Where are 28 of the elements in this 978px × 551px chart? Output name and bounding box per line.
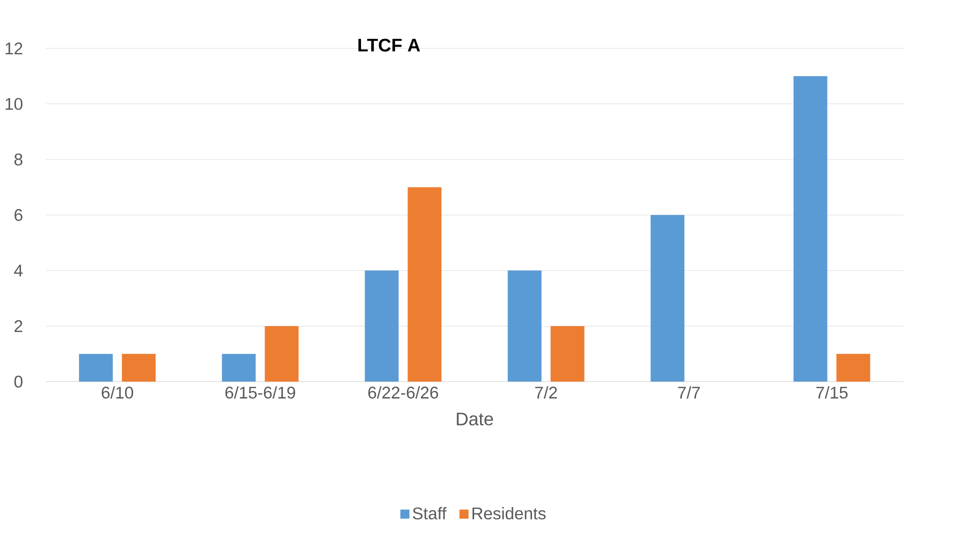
x-tick-label: 6/10 xyxy=(102,386,134,399)
y-tick-label: 10 xyxy=(6,98,22,110)
bar xyxy=(550,326,584,382)
bar xyxy=(79,354,113,382)
x-axis-title: Date xyxy=(456,412,494,426)
y-tick-label: 4 xyxy=(14,264,23,277)
chart-title: LTCF A xyxy=(358,38,420,52)
bar xyxy=(364,270,399,382)
legend-label: Staff xyxy=(412,507,447,520)
y-tick-label: 0 xyxy=(14,376,22,388)
x-tick-label: 6/15-6/19 xyxy=(225,386,296,399)
y-tick-label: 8 xyxy=(14,154,22,166)
x-tick-label: 7/15 xyxy=(816,386,848,399)
x-tick-label: 7/2 xyxy=(535,386,557,399)
bar xyxy=(264,326,299,382)
bar xyxy=(794,76,828,382)
bar xyxy=(650,215,684,382)
y-tick-label: 12 xyxy=(6,42,22,55)
x-tick-label: 7/7 xyxy=(678,386,700,399)
y-tick-label: 2 xyxy=(14,320,22,332)
bar xyxy=(508,270,542,382)
bar xyxy=(222,354,256,382)
y-tick-label: 6 xyxy=(14,209,22,222)
bar xyxy=(122,354,156,382)
x-tick-label: 6/22-6/26 xyxy=(368,386,438,399)
bar xyxy=(836,354,870,382)
bar xyxy=(408,187,442,382)
legend-label: Residents xyxy=(472,507,546,520)
